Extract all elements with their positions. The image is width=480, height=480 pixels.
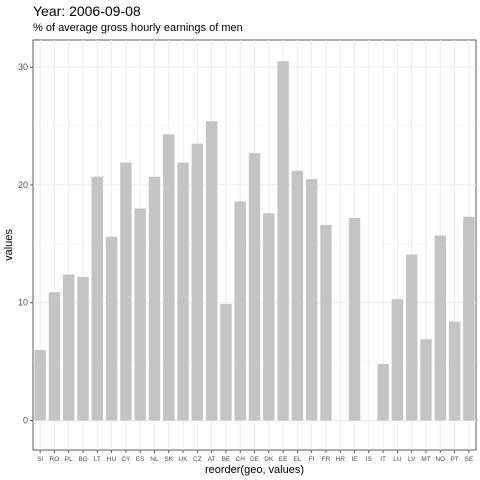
bar-SI (34, 349, 46, 421)
x-tick-label: DK (264, 456, 274, 463)
bar-MT (420, 339, 432, 421)
bar-IE (348, 217, 361, 421)
x-tick-label: UK (179, 456, 189, 463)
bar-DK (263, 213, 275, 421)
bar-DE (248, 153, 261, 421)
x-tick-label: SI (37, 456, 43, 463)
x-tick-label: HU (107, 456, 117, 463)
bar-RO (48, 292, 61, 421)
y-tick-label: 10 (18, 298, 28, 308)
bars (34, 61, 475, 421)
bar-SE (463, 216, 475, 421)
bar-CH (234, 201, 246, 421)
bar-IT (377, 363, 389, 421)
bar-CY (120, 162, 132, 421)
bar-UK (177, 162, 189, 421)
bar-ES (134, 208, 146, 421)
y-axis-title: values (3, 229, 15, 261)
bar-HU (105, 236, 118, 421)
bar-PL (63, 274, 75, 421)
x-tick-label: DE (250, 456, 260, 463)
x-tick-label: RO (50, 456, 60, 463)
x-tick-label: PL (65, 456, 73, 463)
bar-AT (205, 121, 218, 421)
x-tick-label: CH (236, 456, 246, 463)
x-axis-title: reorder(geo, values) (205, 464, 304, 476)
bar-CZ (191, 143, 204, 421)
x-tick-label: IT (380, 456, 386, 463)
x-tick-label: CZ (193, 456, 202, 463)
x-axis: SI RO PL BG LT HU CY ES NL SK UK CZ AT BE CH DE DK EE EL FI… (37, 450, 474, 463)
chart-subtitle: % of average gross hourly earnings of me… (33, 22, 243, 34)
y-tick-label: 0 (23, 416, 28, 426)
bar-SK (163, 134, 175, 421)
bar-BG (77, 276, 89, 421)
x-tick-label: ES (136, 456, 145, 463)
x-tick-label: LT (94, 456, 101, 463)
bar-BE (220, 303, 232, 421)
x-tick-label: AT (208, 456, 216, 463)
x-tick-label: HR (336, 456, 346, 463)
bar-NO (434, 235, 446, 421)
x-tick-label: LU (393, 456, 402, 463)
bar-EE (277, 61, 289, 421)
x-tick-label: SE (465, 456, 474, 463)
x-tick-label: MT (421, 456, 430, 463)
bar-LU (391, 299, 404, 421)
bar-EL (291, 170, 304, 421)
x-tick-label: BE (222, 456, 231, 463)
x-tick-label: FR (322, 456, 331, 463)
bar-LV (405, 254, 418, 421)
bar-LT (91, 176, 104, 421)
x-tick-label: SK (164, 456, 173, 463)
y-axis: 0 10 20 30 (18, 62, 33, 426)
bar-FR (320, 224, 332, 421)
x-tick-label: CY (121, 456, 131, 463)
x-tick-label: FI (309, 456, 315, 463)
bar-FI (305, 179, 318, 421)
x-tick-label: EL (293, 456, 301, 463)
x-tick-label: EE (279, 456, 288, 463)
y-tick-label: 30 (18, 62, 28, 72)
chart-title: Year: 2006-09-08 (33, 3, 141, 19)
x-tick-label: IE (351, 456, 358, 463)
bar-PT (448, 321, 461, 421)
x-tick-label: NO (435, 456, 445, 463)
x-tick-label: NL (150, 456, 159, 463)
x-tick-label: LV (408, 456, 416, 463)
x-tick-label: BG (78, 456, 87, 463)
bar-NL (148, 176, 161, 421)
x-tick-label: IS (366, 456, 373, 463)
y-tick-label: 20 (18, 180, 28, 190)
x-tick-label: PT (450, 456, 458, 463)
